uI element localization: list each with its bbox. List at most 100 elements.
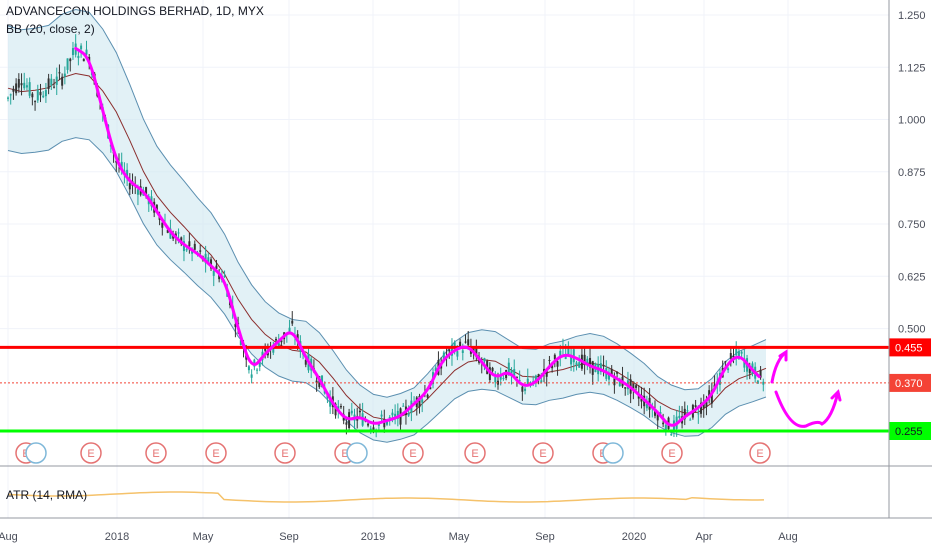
candle-body [507,362,510,375]
chart-title: ADVANCECON HOLDINGS BERHAD, 1D, MYX [6,4,264,18]
marker-label: E [668,448,675,460]
level-label-box [889,422,931,440]
candle-body [275,338,278,341]
candle-body [537,374,540,378]
candle-body [136,189,139,195]
candle-body [570,354,573,365]
candle-body [567,348,570,356]
candle-body [55,76,58,85]
bb-upper-band [7,8,767,398]
candle-body [510,369,513,375]
candle-body [610,368,613,376]
candle-body [47,78,50,90]
candle-body [199,250,202,252]
candle-body [654,409,657,416]
earnings-marker: E [274,442,296,464]
x-tick-label: 2020 [622,531,646,543]
candle-body [467,339,470,346]
candle-body [748,365,751,374]
candle-body [58,72,61,74]
earnings-marker: E [749,442,771,464]
trend-line-drawing [74,46,761,427]
candle-body [502,377,505,379]
candle-body [193,243,196,250]
marker-circle [402,442,424,464]
marker-label: E [471,448,478,460]
candle-body [145,187,148,195]
candle-body [575,362,578,366]
candle-body [553,354,556,360]
earnings-marker: E [464,442,486,464]
candle-body [369,428,372,430]
candle-body [526,378,529,386]
candle-body [66,58,69,70]
candle-body [689,419,692,421]
candle-body [540,380,543,383]
candle-body [339,406,342,408]
dividend-marker [602,442,624,464]
candle-body [39,91,42,96]
candle-body [632,381,635,391]
marker-label: E [341,448,348,460]
marker-circle [25,442,47,464]
x-tick-label: Apr [695,531,712,543]
candle-body [727,368,730,371]
candle-body [77,55,80,59]
candle-body [23,82,26,89]
candle-body [426,394,429,398]
candle-body [429,387,432,390]
candle-body [729,353,732,359]
candle-body [234,324,237,327]
candle-body [212,270,215,276]
candle-body [218,274,221,280]
candle-body [499,374,502,380]
candle-body [329,397,332,407]
atr-line [7,491,765,503]
candle-body [272,346,275,353]
candle-body [44,90,47,97]
candle-body [418,395,421,408]
candle-body [705,400,708,408]
marker-circle [145,442,167,464]
candle-body [602,365,605,367]
atr-label: ATR (14, RMA) [6,488,88,502]
marker-label: E [87,448,94,460]
candle-body [50,78,53,86]
price-levels: 0.455 0.370 0.255 [0,338,931,440]
candle-body [664,424,667,431]
candle-body [513,369,516,378]
marker-label: E [409,448,416,460]
earnings-marker: E [532,442,554,464]
candle-body [82,59,85,62]
candle-body [161,222,164,228]
candle-body [396,410,399,419]
candle-body [624,387,627,389]
candle-body [166,229,169,233]
candle-body [31,93,34,98]
candle-body [607,372,610,380]
candle-body [380,414,383,417]
candle-body [407,413,410,416]
candle-body [25,85,28,88]
candle-body [686,410,689,412]
candle-body [12,88,15,92]
candle-body [7,97,9,99]
candle-body [456,351,459,357]
marker-circle [532,442,554,464]
marker-circle [205,442,227,464]
x-tick-label: Aug [778,531,798,543]
candle-body [266,351,269,356]
candle-body [662,422,665,425]
marker-circle [346,442,368,464]
candle-body [556,361,559,367]
candle-body [17,79,20,88]
candle-body [277,341,280,348]
candle-body [521,386,524,392]
marker-label: E [756,448,763,460]
y-tick-label: 1.250 [898,10,926,22]
marker-circle [602,442,624,464]
candle-body [599,363,602,373]
candle-body [71,48,74,56]
